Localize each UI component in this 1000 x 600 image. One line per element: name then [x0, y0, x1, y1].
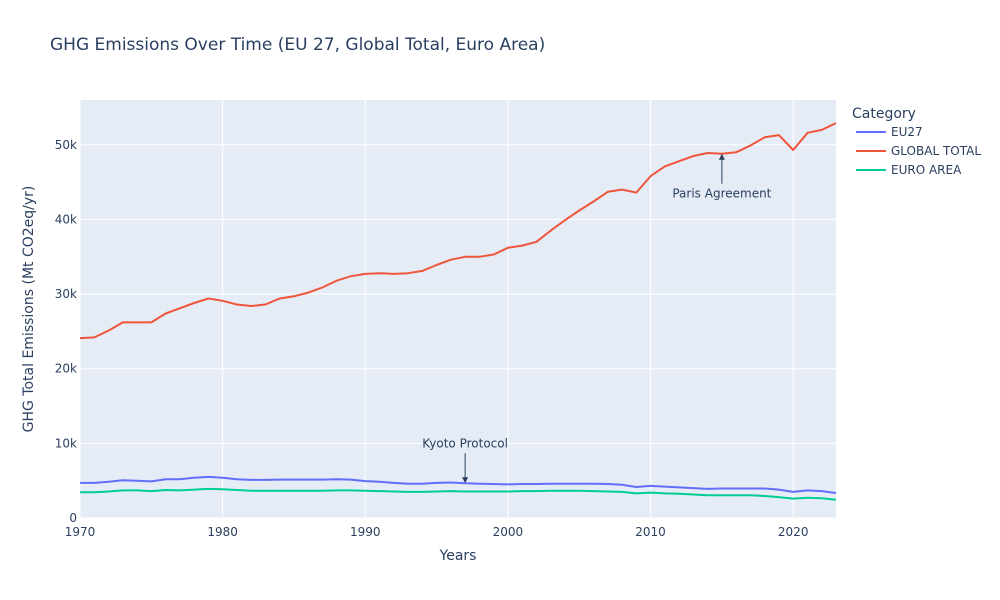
grid-lines	[79, 100, 836, 519]
y-tick-label: 50k	[55, 138, 77, 152]
x-tick-label: 1970	[65, 525, 96, 539]
legend-title: Category	[852, 106, 916, 122]
series-line-global-total[interactable]	[79, 122, 837, 340]
legend-label-eu27[interactable]: EU27	[891, 125, 923, 139]
annotation-arrow-head	[718, 153, 725, 160]
x-tick-label: 1980	[207, 525, 238, 539]
annotation-label: Paris Agreement	[672, 187, 771, 201]
annotation-arrow-head	[462, 477, 469, 484]
annotations: Paris Agreement Kyoto Protocol	[422, 153, 772, 484]
y-axis-title: GHG Total Emissions (Mt CO2eq/yr)	[21, 186, 37, 433]
y-tick-label: 30k	[55, 287, 77, 301]
y-tick-label: 20k	[55, 362, 77, 376]
y-tick-label: 40k	[55, 212, 77, 226]
chart-title: GHG Emissions Over Time (EU 27, Global T…	[50, 35, 545, 55]
y-tick-label: 0	[69, 511, 77, 525]
annotation-label: Kyoto Protocol	[422, 436, 508, 450]
axis-ticks: 1970 1980 1990 2000 2010 2020 0 10k 20k 30k 40k 50k	[55, 138, 809, 539]
plot-area	[80, 100, 836, 518]
legend[interactable]: Category EU27 GLOBAL TOTAL EURO AREA	[852, 106, 981, 177]
x-axis-title: Years	[439, 548, 477, 564]
series-lines	[79, 122, 837, 501]
legend-label-euro-area[interactable]: EURO AREA	[891, 163, 962, 177]
x-tick-label: 2020	[778, 525, 809, 539]
legend-label-global-total[interactable]: GLOBAL TOTAL	[891, 144, 981, 158]
x-tick-label: 2010	[635, 525, 666, 539]
series-line-eu27[interactable]	[80, 475, 837, 494]
x-tick-label: 2000	[493, 525, 524, 539]
series-line-euro-area[interactable]	[80, 487, 837, 501]
x-tick-label: 1990	[350, 525, 381, 539]
y-tick-label: 10k	[55, 436, 77, 450]
